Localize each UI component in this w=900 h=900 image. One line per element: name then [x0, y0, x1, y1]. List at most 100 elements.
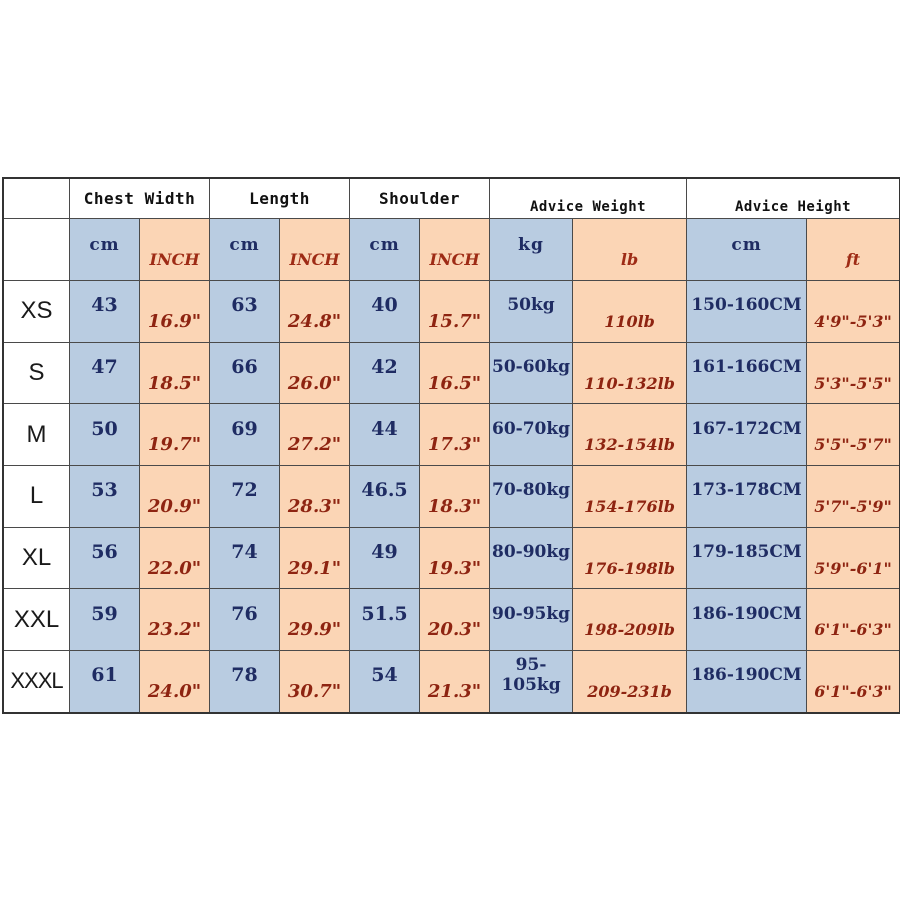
length-cm-value: 78: [231, 664, 258, 687]
height-cm-value: 179-185CM: [691, 542, 802, 563]
weight-lb-cell: 209-231b: [572, 650, 688, 713]
weight-kg-cell: 80-90kg: [489, 526, 574, 590]
height-ft-value: 6'1"-6'3": [814, 620, 892, 640]
table-row: XXXL 61 24.0" 78 30.7" 54 21.3" 95-105kg…: [3, 650, 900, 713]
size-cell: XXL: [3, 588, 70, 652]
shoulder-inch-value: 20.3": [427, 619, 482, 641]
unit-weight-lb: lb: [572, 218, 688, 281]
shoulder-cm-value: 49: [371, 541, 398, 564]
shoulder-inch-value: 16.5": [427, 372, 482, 394]
shoulder-inch-value: 17.3": [427, 434, 482, 456]
size-cell: XS: [3, 280, 70, 343]
weight-kg-cell: 50-60kg: [489, 341, 574, 405]
weight-kg-value: 80-90kg: [491, 542, 571, 563]
shoulder-inch-value: 21.3": [427, 680, 482, 702]
chest-inch-cell: 19.7": [139, 403, 210, 467]
shoulder-cm-value: 42: [371, 356, 398, 379]
length-inch-value: 29.9": [287, 619, 342, 641]
height-cm-value: 186-190CM: [691, 665, 802, 686]
chest-cm-value: 61: [91, 664, 118, 687]
table-row: XS 43 16.9" 63 24.8" 40 15.7" 50kg 110lb…: [3, 280, 900, 343]
table-row: S 47 18.5" 66 26.0" 42 16.5" 50-60kg 110…: [3, 341, 900, 405]
chest-cm-value: 56: [91, 541, 118, 564]
shoulder-cm-cell: 49: [349, 526, 421, 590]
chest-inch-value: 23.2": [147, 619, 202, 641]
weight-kg-cell: 60-70kg: [489, 403, 574, 467]
length-cm-cell: 76: [209, 588, 280, 652]
length-inch-value: 24.8": [287, 310, 342, 332]
table-row: XL 56 22.0" 74 29.1" 49 19.3" 80-90kg 17…: [3, 526, 900, 590]
height-ft-cell: 5'7"-5'9": [806, 465, 900, 528]
weight-kg-value: 70-80kg: [491, 480, 571, 501]
unit-weight-lb-label: lb: [620, 250, 639, 269]
height-ft-value: 6'1"-6'3": [814, 681, 892, 701]
corner-cell: [3, 178, 70, 219]
size-cell: L: [3, 465, 70, 528]
unit-shoulder-inch: INCH: [419, 218, 491, 281]
shoulder-cm-cell: 54: [349, 650, 421, 713]
weight-lb-cell: 132-154lb: [572, 403, 688, 467]
length-cm-value: 72: [231, 479, 258, 502]
height-cm-cell: 186-190CM: [686, 588, 808, 652]
size-cell: S: [3, 341, 70, 405]
size-cell: M: [3, 403, 70, 467]
height-cm-cell: 186-190CM: [686, 650, 808, 713]
height-ft-value: 5'9"-6'1": [814, 558, 892, 578]
weight-lb-value: 176-198lb: [584, 558, 675, 578]
height-cm-value: 167-172CM: [691, 418, 802, 439]
unit-chest-inch: INCH: [139, 218, 210, 281]
length-inch-cell: 28.3": [278, 465, 351, 528]
unit-length-cm: cm: [209, 218, 280, 281]
height-cm-cell: 161-166CM: [686, 341, 808, 405]
weight-kg-value: 95-105kg: [501, 655, 561, 696]
length-inch-value: 27.2": [287, 434, 342, 456]
table-row: XXL 59 23.2" 76 29.9" 51.5 20.3" 90-95kg…: [3, 588, 900, 652]
weight-kg-cell: 70-80kg: [489, 465, 574, 528]
unit-weight-kg-label: kg: [518, 234, 544, 255]
shoulder-cm-cell: 51.5: [349, 588, 421, 652]
length-inch-cell: 29.9": [278, 588, 351, 652]
length-cm-value: 76: [231, 602, 258, 625]
height-ft-value: 5'7"-5'9": [814, 496, 892, 516]
height-cm-value: 150-160CM: [691, 295, 802, 316]
chest-inch-cell: 22.0": [139, 526, 210, 590]
length-cm-cell: 72: [209, 465, 280, 528]
length-cm-value: 66: [231, 356, 258, 379]
unit-chest-inch-label: INCH: [149, 250, 200, 269]
shoulder-inch-value: 18.3": [427, 495, 482, 517]
unit-shoulder-inch-label: INCH: [429, 250, 480, 269]
height-ft-cell: 5'5"-5'7": [806, 403, 900, 467]
shoulder-inch-value: 15.7": [427, 310, 482, 332]
height-cm-value: 186-190CM: [691, 603, 802, 624]
weight-kg-value: 90-95kg: [491, 603, 571, 624]
length-cm-cell: 78: [209, 650, 280, 713]
height-cm-value: 161-166CM: [691, 357, 802, 378]
length-cm-cell: 63: [209, 280, 280, 343]
shoulder-inch-cell: 19.3": [419, 526, 491, 590]
height-ft-value: 5'5"-5'7": [814, 435, 892, 455]
shoulder-cm-cell: 40: [349, 280, 421, 343]
weight-lb-value: 198-209lb: [584, 620, 675, 640]
shoulder-cm-value: 54: [371, 664, 398, 687]
chest-cm-cell: 59: [69, 588, 140, 652]
table-row: M 50 19.7" 69 27.2" 44 17.3" 60-70kg 132…: [3, 403, 900, 467]
length-inch-cell: 24.8": [278, 280, 351, 343]
height-cm-cell: 150-160CM: [686, 280, 808, 343]
shoulder-inch-cell: 20.3": [419, 588, 491, 652]
size-chart-table: Chest Width Length Shoulder Advice Weigh…: [1, 177, 900, 714]
height-ft-value: 5'3"-5'5": [814, 373, 892, 393]
group-header-shoulder: Shoulder: [349, 178, 491, 219]
group-header-row: Chest Width Length Shoulder Advice Weigh…: [3, 178, 900, 219]
length-cm-cell: 74: [209, 526, 280, 590]
weight-lb-value: 154-176lb: [584, 496, 675, 516]
weight-kg-cell: 90-95kg: [489, 588, 574, 652]
size-cell: XL: [3, 526, 70, 590]
length-inch-value: 29.1": [287, 557, 342, 579]
height-ft-value: 4'9"-5'3": [814, 311, 892, 331]
chest-cm-value: 43: [91, 294, 118, 317]
group-header-chest-width: Chest Width: [69, 178, 210, 219]
chest-cm-cell: 56: [69, 526, 140, 590]
unit-chest-cm-label: cm: [89, 234, 120, 255]
unit-height-cm: cm: [686, 218, 808, 281]
weight-lb-cell: 198-209lb: [572, 588, 688, 652]
